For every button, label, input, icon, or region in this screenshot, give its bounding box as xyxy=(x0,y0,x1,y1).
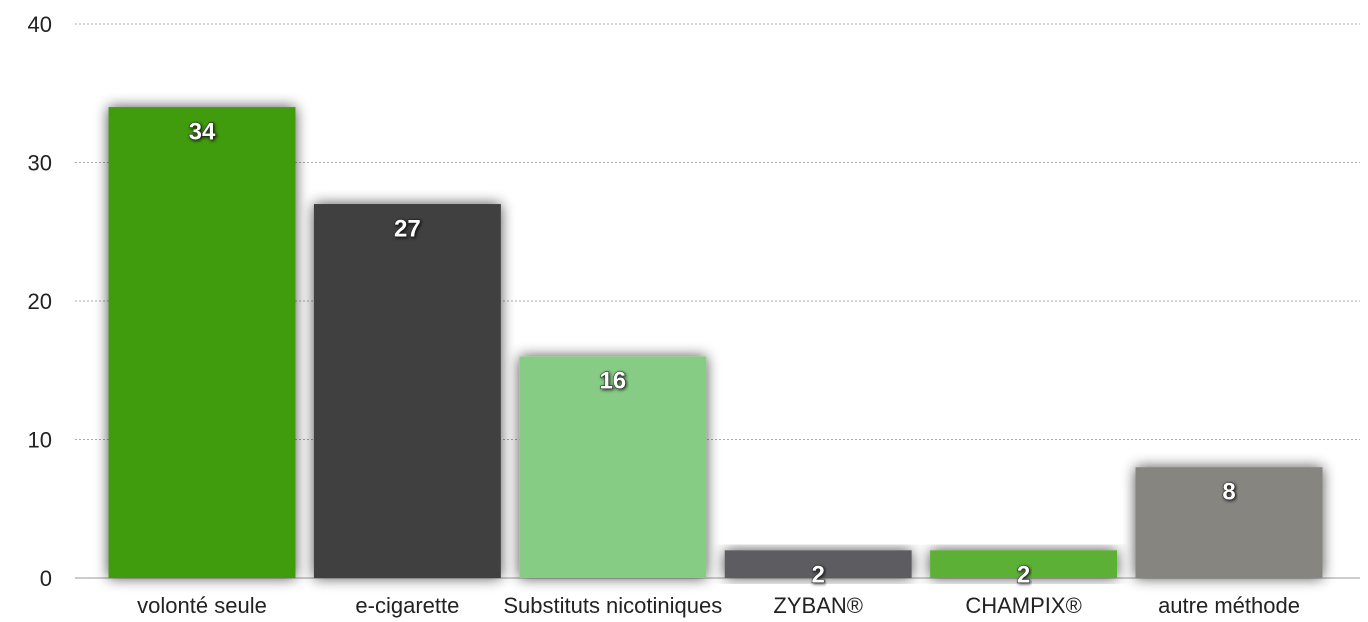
x-tick-label: ZYBAN® xyxy=(773,593,863,618)
bar xyxy=(313,204,501,579)
value-label: 34 xyxy=(189,118,216,145)
x-tick-label: e-cigarette xyxy=(355,593,459,618)
y-tick-label: 0 xyxy=(40,566,52,591)
y-tick-label: 10 xyxy=(28,427,52,452)
x-tick-label: autre méthode xyxy=(1158,593,1300,618)
value-label: 8 xyxy=(1222,479,1235,506)
bar xyxy=(930,550,1118,578)
y-tick-label: 30 xyxy=(28,150,52,175)
bar xyxy=(519,356,707,578)
x-tick-label: CHAMPIX® xyxy=(965,593,1081,618)
bar xyxy=(108,107,296,578)
bar xyxy=(1135,467,1323,578)
value-label: 2 xyxy=(1017,562,1030,589)
y-tick-label: 20 xyxy=(28,289,52,314)
x-tick-label: Substituts nicotiniques xyxy=(503,593,722,618)
value-label: 16 xyxy=(599,368,626,395)
y-tick-label: 40 xyxy=(28,12,52,37)
value-label: 27 xyxy=(394,215,421,242)
x-tick-label: volonté seule xyxy=(137,593,267,618)
value-label: 2 xyxy=(812,562,825,589)
bar xyxy=(724,550,912,578)
